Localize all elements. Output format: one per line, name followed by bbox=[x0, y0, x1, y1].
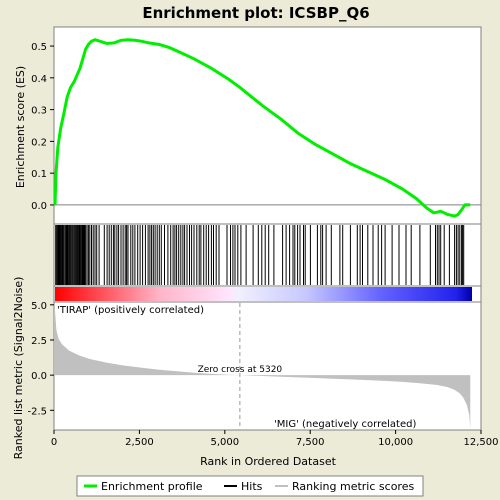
x-tick-label: 7,500 bbox=[296, 437, 325, 448]
metric-y-tick-label: 5.0 bbox=[31, 301, 47, 312]
legend-enrichment-label: Enrichment profile bbox=[101, 480, 203, 493]
metric-y-tick-label: -2.5 bbox=[27, 406, 47, 417]
x-axis-ticks: 0 2,500 5,000 7,500 10,000 12,500 bbox=[51, 430, 499, 448]
positive-correlation-label: 'TIRAP' (positively correlated) bbox=[57, 305, 204, 316]
legend-hits-label: Hits bbox=[241, 480, 263, 493]
hits-area bbox=[53, 223, 482, 287]
legend-metric-label: Ranking metric scores bbox=[292, 480, 414, 493]
es-y-ticks: 0.0 0.1 0.2 0.3 0.4 0.5 bbox=[31, 42, 54, 212]
metric-panel: -2.5 0.0 2.5 5.0 Zero cross at 5320 'TIRAP'… bbox=[12, 277, 482, 460]
metric-y-axis-label: Ranked list metric (Signal2Noise) bbox=[12, 277, 25, 460]
enrichment-profile-line bbox=[53, 38, 471, 218]
x-axis-label: Rank in Ordered Dataset bbox=[200, 455, 337, 468]
x-tick-label: 0 bbox=[51, 437, 57, 448]
es-plot-area bbox=[53, 26, 482, 225]
es-y-tick-label: 0.1 bbox=[31, 169, 47, 180]
colorbar-panel bbox=[53, 285, 482, 303]
es-y-tick-label: 0.5 bbox=[31, 42, 47, 53]
zero-cross-label: Zero cross at 5320 bbox=[198, 365, 283, 375]
es-y-tick-label: 0.0 bbox=[31, 201, 47, 212]
hits-panel bbox=[53, 223, 482, 287]
es-y-tick-label: 0.3 bbox=[31, 106, 47, 117]
metric-y-ticks: -2.5 0.0 2.5 5.0 bbox=[27, 301, 54, 417]
x-tick-label: 12,500 bbox=[464, 437, 499, 448]
x-tick-label: 2,500 bbox=[125, 437, 154, 448]
x-tick-label: 10,000 bbox=[378, 437, 413, 448]
metric-y-tick-label: 0.0 bbox=[31, 371, 47, 382]
es-y-tick-label: 0.2 bbox=[31, 137, 47, 148]
rank-colorbar bbox=[55, 287, 472, 301]
legend: Enrichment profile Hits Ranking metric s… bbox=[76, 475, 424, 497]
es-panel: 0.0 0.1 0.2 0.3 0.4 0.5 Enrichment score (ES) bbox=[14, 26, 482, 225]
metric-y-tick-label: 2.5 bbox=[31, 336, 47, 347]
negative-correlation-label: 'MIG' (negatively correlated) bbox=[274, 419, 416, 430]
legend-box bbox=[76, 475, 424, 497]
chart-title: Enrichment plot: ICSBP_Q6 bbox=[142, 4, 369, 22]
es-y-axis-label: Enrichment score (ES) bbox=[14, 66, 27, 188]
hit-marks bbox=[55, 225, 465, 285]
es-y-tick-label: 0.4 bbox=[31, 74, 47, 85]
x-tick-label: 5,000 bbox=[210, 437, 239, 448]
ranking-metric-area bbox=[55, 310, 471, 429]
